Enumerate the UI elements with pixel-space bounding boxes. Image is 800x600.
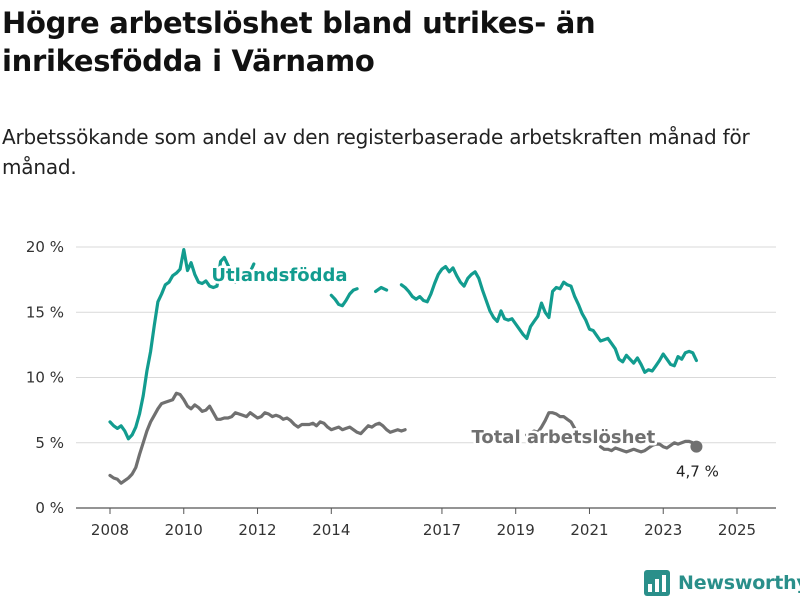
- x-tick-label: 2010: [165, 521, 203, 539]
- y-tick-label: 20 %: [26, 238, 64, 256]
- gridlines: [76, 246, 776, 509]
- chart-title: Högre arbetslöshet bland utrikes- än inr…: [2, 6, 596, 78]
- y-axis-ticks: 0 % 5 % 10 % 15 % 20 %: [26, 238, 64, 517]
- series-lines: [108, 248, 698, 485]
- newsworthy-logo-icon: [644, 570, 670, 596]
- y-tick-label: 5 %: [35, 434, 64, 452]
- x-tick-label: 2012: [238, 521, 276, 539]
- x-axis-ticks: 2008 2010 2012 2014 2017 2019 2021 2023 2025: [91, 508, 756, 539]
- series-line-total-arbetslöshet: [108, 391, 698, 485]
- series-label-utlandsfödda: Utlandsfödda: [211, 265, 347, 286]
- end-point-marker: [690, 440, 703, 453]
- x-tick-label: 2023: [644, 521, 682, 539]
- x-tick-label: 2008: [91, 521, 129, 539]
- brand-name: Newsworthy: [678, 572, 800, 594]
- x-tick-label: 2017: [423, 521, 461, 539]
- x-tick-label: 2025: [718, 521, 756, 539]
- chart-subtitle: Arbetssökande som andel av den registerb…: [2, 125, 750, 179]
- series-line-utlandsfödda: [108, 248, 698, 441]
- y-tick-label: 0 %: [35, 499, 64, 517]
- series-label-halo: Total arbetslöshet: [471, 427, 655, 448]
- y-tick-label: 15 %: [26, 303, 64, 321]
- x-tick-label: 2021: [570, 521, 608, 539]
- end-value-label: 4,7 %: [676, 463, 719, 481]
- y-tick-label: 10 %: [26, 369, 64, 387]
- brand[interactable]: Newsworthy: [644, 568, 800, 598]
- series-label-halo: Utlandsfödda: [211, 265, 347, 286]
- series-label-total-arbetslöshet: Total arbetslöshet: [471, 427, 655, 448]
- x-tick-label: 2014: [312, 521, 350, 539]
- x-tick-label: 2019: [497, 521, 535, 539]
